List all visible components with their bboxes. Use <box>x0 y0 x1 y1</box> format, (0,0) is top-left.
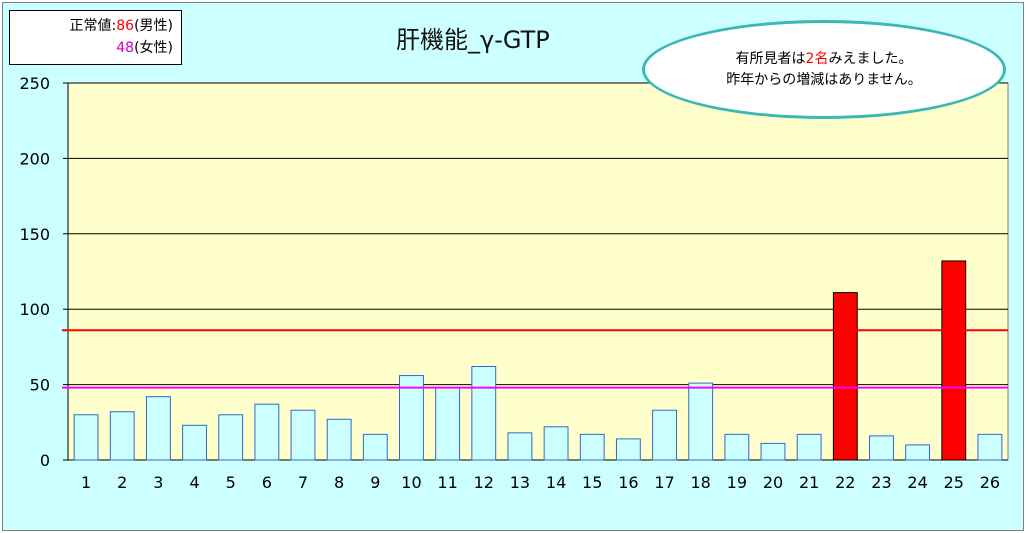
bar-3 <box>145 396 171 461</box>
bar-17 <box>652 409 677 461</box>
x-tick-label: 25 <box>944 473 964 492</box>
x-tick-label: 14 <box>546 473 566 492</box>
y-tick-label: 250 <box>19 74 50 93</box>
y-axis: 0 50 100 150 200 250 <box>19 74 50 470</box>
normal-value-legend: 正常値:86(男性) 48(女性) <box>9 10 182 65</box>
callout-line1-pre: 有所見者は <box>735 50 806 67</box>
y-tick-label: 200 <box>19 149 50 168</box>
bar-25 <box>941 260 967 461</box>
bars <box>73 260 1003 461</box>
legend-female-label: (女性) <box>134 40 173 56</box>
callout-count: 2名 <box>805 50 829 67</box>
x-tick-label: 11 <box>437 473 457 492</box>
callout-line2: 昨年からの増減はありません。 <box>726 71 922 88</box>
bar-19 <box>724 433 750 461</box>
bar-4 <box>182 424 207 461</box>
x-tick-label: 15 <box>582 473 602 492</box>
bar-26 <box>977 433 1003 461</box>
bar-8 <box>326 418 352 461</box>
x-tick-label: 9 <box>370 473 380 492</box>
x-axis: 1 2 3 4 5 6 7 8 9 10 11 12 13 14 15 16 17 18 19 20 21 22 23 24 2… <box>81 473 1000 492</box>
legend-male-value: 86 <box>116 18 135 34</box>
bar-21 <box>796 433 822 461</box>
legend-male-label: (男性) <box>134 18 173 34</box>
x-tick-label: 22 <box>835 473 855 492</box>
bar-6 <box>254 403 280 461</box>
reference-lines <box>62 329 1008 389</box>
bar-5 <box>218 414 244 461</box>
y-tick-label: 100 <box>19 300 50 319</box>
bar-1 <box>73 414 99 461</box>
callout-line1-post: みえました。 <box>828 50 913 67</box>
x-tick-label: 24 <box>907 473 927 492</box>
bar-12 <box>471 366 497 461</box>
x-tick-label: 19 <box>727 473 747 492</box>
legend-female-value: 48 <box>116 40 135 56</box>
bar-18 <box>688 382 714 461</box>
bar-11 <box>435 387 461 461</box>
bar-2 <box>109 411 135 461</box>
legend-prefix: 正常値: <box>69 18 117 34</box>
bar-23 <box>869 435 894 461</box>
x-tick-label: 21 <box>799 473 819 492</box>
bar-22 <box>832 292 858 461</box>
y-tick-label: 50 <box>30 376 50 395</box>
bar-10 <box>399 375 424 461</box>
x-tick-label: 8 <box>334 473 344 492</box>
x-tick-label: 26 <box>980 473 1000 492</box>
x-tick-label: 13 <box>510 473 530 492</box>
legend-male: 正常値:86(男性) <box>10 15 173 37</box>
y-tick-label: 150 <box>19 225 50 244</box>
x-tick-label: 6 <box>262 473 272 492</box>
x-tick-label: 5 <box>226 473 236 492</box>
callout-ellipse: 有所見者は2名みえました。 昨年からの増減はありません。 <box>642 20 1006 119</box>
callout-line1: 有所見者は2名みえました。 <box>736 49 913 70</box>
x-tick-label: 7 <box>298 473 308 492</box>
x-tick-label: 10 <box>401 473 421 492</box>
y-tick-label: 0 <box>40 451 50 470</box>
chart-title: 肝機能_γ-GTP <box>396 26 550 54</box>
x-tick-label: 2 <box>117 473 127 492</box>
bar-15 <box>579 433 605 461</box>
x-tick-label: 20 <box>763 473 783 492</box>
x-tick-label: 17 <box>654 473 674 492</box>
bar-24 <box>905 444 931 461</box>
bar-7 <box>290 409 316 461</box>
bar-16 <box>615 438 641 461</box>
bar-9 <box>362 433 388 461</box>
x-tick-label: 23 <box>871 473 891 492</box>
bar-13 <box>507 432 533 461</box>
legend-female: 48(女性) <box>10 37 173 59</box>
x-tick-label: 12 <box>474 473 494 492</box>
x-tick-label: 16 <box>618 473 638 492</box>
bar-14 <box>543 426 569 461</box>
bar-20 <box>760 442 786 461</box>
x-tick-label: 1 <box>81 473 91 492</box>
x-tick-label: 3 <box>153 473 163 492</box>
x-tick-label: 18 <box>691 473 711 492</box>
plot-area <box>67 82 1009 461</box>
x-tick-label: 4 <box>189 473 199 492</box>
